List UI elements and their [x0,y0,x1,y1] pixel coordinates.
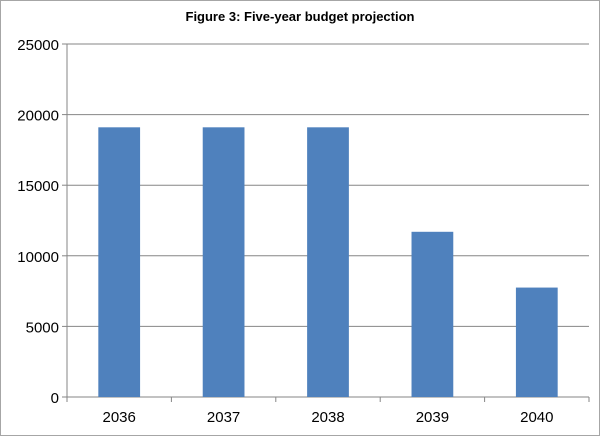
y-tick-label: 15000 [17,178,59,195]
bar-2040 [515,287,558,397]
y-tick-label: 20000 [17,108,59,125]
y-tick-label: 5000 [26,319,59,336]
y-tick-label: 25000 [17,37,59,54]
bar-2038 [307,127,349,398]
y-tick-label: 0 [51,390,59,407]
y-tick-label: 10000 [17,249,59,266]
bar-2037 [202,127,245,398]
bar-2036 [98,127,141,398]
bar-2039 [411,231,454,397]
x-tick-label: 2038 [311,409,344,426]
x-tick-label: 2037 [207,409,240,426]
x-tick-label: 2036 [103,409,136,426]
x-tick-label: 2039 [416,409,449,426]
x-tick-label: 2040 [520,409,553,426]
chart-title: Figure 3: Five-year budget projection [185,9,415,24]
